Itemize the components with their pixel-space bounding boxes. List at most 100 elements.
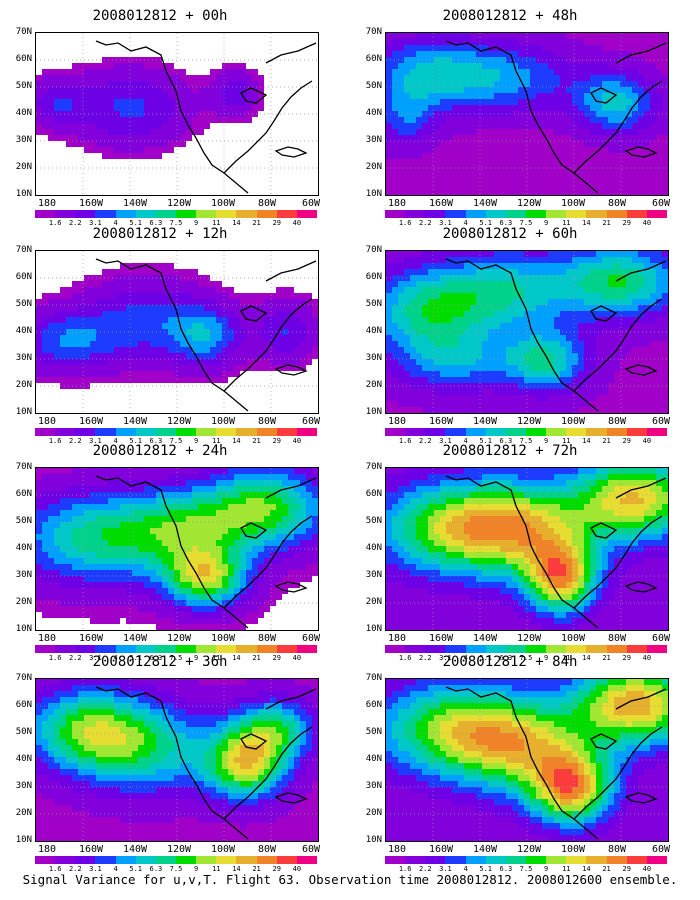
colorbar-swatch bbox=[525, 645, 547, 653]
colorbar-tick-label: 40 bbox=[292, 219, 302, 227]
colorbar-swatch bbox=[175, 856, 197, 864]
longitude-label: 80W bbox=[257, 198, 277, 209]
colorbar-swatch bbox=[175, 428, 197, 436]
colorbar-tick-label: 29 bbox=[272, 437, 281, 445]
colorbar-swatch bbox=[35, 210, 56, 218]
colorbar-tick-label: 3.1 bbox=[439, 654, 452, 662]
colorbar-tick-label: 14 bbox=[232, 219, 241, 227]
colorbar-swatch bbox=[196, 428, 217, 436]
colorbar-tick-label: 40 bbox=[292, 437, 302, 445]
longitude-label: 160W bbox=[428, 198, 454, 209]
colorbar-tick-label: 14 bbox=[582, 437, 591, 445]
longitude-label: 160W bbox=[78, 198, 104, 209]
colorbar-tick-label: 1.6 bbox=[48, 437, 62, 445]
latitude-label: 70N bbox=[365, 673, 382, 683]
longitude-label: 120W bbox=[166, 198, 192, 209]
longitude-label: 120W bbox=[516, 198, 542, 209]
colorbar-tick-label: 2.2 bbox=[418, 654, 432, 662]
colorbar-tick-label: 21 bbox=[252, 437, 261, 445]
map-panel: 2008012812 + 24h 70N 60N 50N 40N 30N 20N 10N 180… bbox=[0, 443, 320, 665]
latitude-label: 70N bbox=[15, 673, 32, 683]
colorbar-swatch bbox=[135, 856, 156, 864]
colorbar-tick-label: 3.1 bbox=[439, 437, 452, 445]
colorbar-tick-label: 5.1 bbox=[479, 865, 493, 873]
map-plot bbox=[385, 32, 669, 196]
colorbar-swatch bbox=[256, 645, 277, 653]
latitude-label: 10N bbox=[365, 407, 382, 417]
colorbar-tick-label: 40 bbox=[642, 219, 652, 227]
colorbar-tick-label: 7.5 bbox=[169, 437, 183, 445]
longitude-label: 160W bbox=[428, 633, 454, 644]
latitude-label: 10N bbox=[365, 835, 382, 845]
colorbar-swatch bbox=[525, 428, 547, 436]
map-plot bbox=[35, 32, 319, 196]
panel-title: 2008012812 + 60h bbox=[442, 226, 578, 242]
colorbar-tick-label: 9 bbox=[194, 865, 199, 873]
colorbar-swatch bbox=[115, 210, 136, 218]
colorbar-tick-label: 29 bbox=[622, 219, 631, 227]
colorbar-swatch bbox=[236, 210, 257, 218]
latitude-label: 60N bbox=[365, 700, 382, 710]
map-plot bbox=[35, 467, 319, 631]
colorbar-swatch bbox=[485, 856, 506, 864]
longitude-label: 180 bbox=[37, 198, 57, 209]
longitude-label: 80W bbox=[257, 416, 277, 427]
longitude-label: 120W bbox=[516, 416, 542, 427]
colorbar-tick-label: 2.2 bbox=[68, 865, 82, 873]
colorbar bbox=[35, 428, 317, 436]
colorbar-swatch bbox=[646, 645, 667, 653]
colorbar-swatch bbox=[606, 856, 627, 864]
colorbar-tick-label: 6.3 bbox=[499, 219, 513, 227]
colorbar-swatch bbox=[296, 428, 317, 436]
panel-title: 2008012812 + 00h bbox=[92, 8, 228, 24]
longitude-label: 140W bbox=[122, 844, 148, 855]
colorbar-tick-label: 40 bbox=[292, 654, 302, 662]
latitude-label: 50N bbox=[365, 299, 382, 309]
latitude-label: 50N bbox=[365, 81, 382, 91]
colorbar-tick-label: 4 bbox=[113, 654, 118, 662]
colorbar-swatch bbox=[115, 645, 136, 653]
colorbar-swatch bbox=[566, 856, 587, 864]
colorbar-swatch bbox=[175, 645, 197, 653]
colorbar-ticks: 1.6 2.2 3.1 4 5.1 6.3 7.5 9 11 14 21 29 40 bbox=[385, 437, 667, 447]
colorbar-swatch bbox=[525, 210, 547, 218]
colorbar bbox=[385, 428, 667, 436]
colorbar bbox=[385, 210, 667, 218]
colorbar-swatch bbox=[505, 428, 526, 436]
colorbar-tick-label: 5.1 bbox=[129, 219, 143, 227]
colorbar-tick-label: 6.3 bbox=[499, 654, 513, 662]
colorbar-tick-label: 14 bbox=[582, 654, 591, 662]
longitude-label: 100W bbox=[210, 844, 236, 855]
latitude-label: 10N bbox=[15, 407, 32, 417]
colorbar-swatch bbox=[405, 428, 426, 436]
colorbar-swatch bbox=[425, 428, 446, 436]
latitude-label: 50N bbox=[365, 727, 382, 737]
colorbar-swatch bbox=[135, 428, 156, 436]
panel-title: 2008012812 + 12h bbox=[92, 226, 228, 242]
colorbar-ticks: 1.6 2.2 3.1 4 5.1 6.3 7.5 9 11 14 21 29 40 bbox=[385, 219, 667, 229]
map-panel: 2008012812 + 36h 70N 60N 50N 40N 30N 20N 10N 180… bbox=[0, 654, 320, 876]
colorbar-swatch bbox=[276, 645, 297, 653]
colorbar-tick-label: 21 bbox=[252, 654, 261, 662]
longitude-label: 140W bbox=[472, 416, 498, 427]
colorbar-swatch bbox=[75, 210, 96, 218]
latitude-label: 20N bbox=[365, 597, 382, 607]
longitude-label: 120W bbox=[166, 633, 192, 644]
longitude-label: 180 bbox=[37, 633, 57, 644]
colorbar-tick-label: 3.1 bbox=[439, 219, 452, 227]
latitude-label: 50N bbox=[15, 81, 32, 91]
latitude-label: 70N bbox=[15, 27, 32, 37]
colorbar-tick-label: 1.6 bbox=[48, 219, 62, 227]
colorbar-swatch bbox=[626, 856, 647, 864]
colorbar-tick-label: 11 bbox=[562, 437, 571, 445]
colorbar-tick-label: 9 bbox=[544, 437, 549, 445]
colorbar-tick-label: 3.1 bbox=[439, 865, 452, 873]
colorbar-swatch bbox=[566, 645, 587, 653]
longitude-label: 180 bbox=[387, 844, 407, 855]
colorbar-swatch bbox=[606, 428, 627, 436]
colorbar-swatch bbox=[276, 856, 297, 864]
longitude-label: 160W bbox=[78, 633, 104, 644]
colorbar-swatch bbox=[256, 428, 277, 436]
colorbar-swatch bbox=[276, 210, 297, 218]
colorbar-tick-label: 3.1 bbox=[89, 865, 102, 873]
